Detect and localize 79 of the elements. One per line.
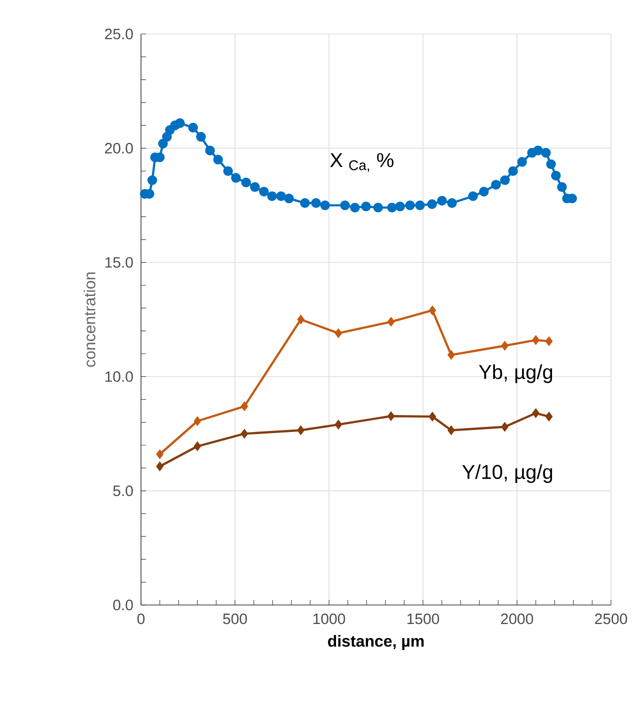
point (250, 182, 260, 192)
point (340, 200, 350, 210)
point (205, 146, 215, 156)
point (541, 148, 551, 158)
point (428, 412, 436, 422)
point (334, 328, 342, 338)
point (405, 200, 415, 210)
y-axis-title: concentration (84, 272, 96, 367)
point (387, 411, 395, 421)
point (156, 462, 164, 472)
point (194, 441, 202, 452)
point (334, 420, 342, 430)
point (387, 316, 395, 327)
point (533, 146, 543, 156)
point (175, 118, 185, 128)
y-tick-label: 25.0 (105, 28, 133, 40)
y-tick-label: 15.0 (105, 257, 133, 268)
point (447, 198, 457, 208)
x-tick-label: 1500 (407, 614, 440, 624)
point (156, 449, 164, 460)
series-label: X $_{Ca,}$ % (330, 153, 394, 172)
point (311, 198, 321, 208)
y-tick-label: 10.0 (105, 371, 133, 382)
point (267, 191, 277, 202)
point (545, 412, 553, 422)
x-tick-label: 1000 (313, 614, 346, 624)
point (468, 191, 478, 202)
point (297, 425, 304, 436)
point (479, 186, 489, 196)
point (545, 336, 553, 346)
point (415, 200, 425, 210)
point (448, 425, 455, 436)
point (361, 202, 371, 212)
point (223, 166, 233, 176)
point (395, 202, 405, 212)
point (501, 340, 508, 351)
x-tick-label: 2500 (595, 614, 628, 624)
point (517, 157, 527, 167)
point (196, 132, 206, 142)
point (428, 306, 436, 316)
point (188, 122, 198, 132)
point (284, 194, 294, 204)
point (500, 175, 510, 186)
x-tick-label: 0 (137, 614, 145, 624)
x-axis-title: distance, µm (328, 635, 424, 650)
point (546, 159, 556, 170)
series-label: Y/10, µg/g (462, 464, 552, 483)
point (350, 202, 360, 212)
point (158, 138, 168, 148)
point (300, 198, 310, 208)
point (532, 335, 540, 345)
point (259, 186, 269, 196)
point (448, 350, 455, 360)
point (276, 191, 286, 202)
y-tick-label: 0.0 (113, 600, 133, 610)
point (147, 175, 158, 186)
point (532, 408, 540, 418)
y-tick-label: 5.0 (113, 485, 133, 496)
point (241, 178, 251, 188)
point (491, 180, 501, 190)
x-tick-label: 2000 (501, 614, 534, 624)
point (213, 154, 223, 164)
point (320, 200, 330, 210)
point (508, 166, 518, 176)
series-label: Yb, µg/g (478, 364, 552, 384)
point (240, 428, 248, 439)
x-tick-label: 500 (223, 614, 247, 624)
point (387, 202, 397, 212)
point (437, 196, 447, 206)
point (501, 422, 508, 432)
point (557, 182, 567, 192)
y-tick-label: 20.0 (105, 142, 133, 154)
point (240, 401, 248, 412)
point (194, 416, 202, 426)
point (231, 173, 241, 183)
point (373, 202, 383, 212)
point (297, 314, 304, 324)
point (551, 170, 561, 180)
point (427, 199, 437, 210)
